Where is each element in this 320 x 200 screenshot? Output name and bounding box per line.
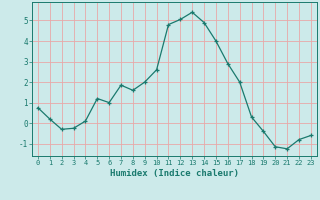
X-axis label: Humidex (Indice chaleur): Humidex (Indice chaleur)	[110, 169, 239, 178]
